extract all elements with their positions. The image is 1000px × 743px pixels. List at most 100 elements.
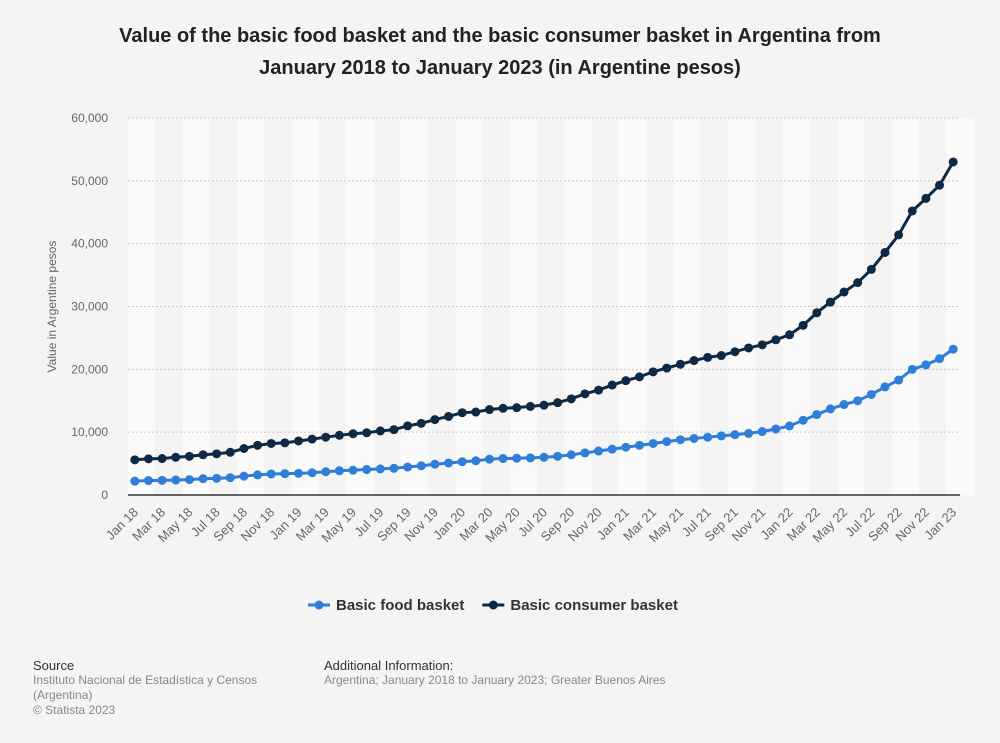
point xyxy=(280,438,290,448)
point xyxy=(334,466,344,476)
point xyxy=(416,461,426,471)
point xyxy=(566,450,576,460)
y-tick-label: 20,000 xyxy=(71,362,108,376)
point xyxy=(866,264,876,274)
point xyxy=(894,230,904,240)
point xyxy=(771,424,781,434)
point xyxy=(880,247,890,257)
point xyxy=(744,428,754,438)
point xyxy=(171,475,181,485)
point xyxy=(648,367,658,377)
point xyxy=(539,452,549,462)
point xyxy=(948,344,958,354)
point xyxy=(389,425,399,435)
point xyxy=(689,433,699,443)
point xyxy=(416,418,426,428)
point xyxy=(716,431,726,441)
point xyxy=(143,454,153,464)
point xyxy=(157,475,167,485)
chart-title: Value of the basic food basket and the b… xyxy=(119,25,881,79)
point xyxy=(907,206,917,216)
point xyxy=(539,400,549,410)
point xyxy=(880,382,890,392)
point xyxy=(212,473,222,483)
point xyxy=(580,389,590,399)
point xyxy=(553,451,563,461)
point xyxy=(921,193,931,203)
point xyxy=(471,456,481,466)
point xyxy=(430,415,440,425)
y-tick-label: 60,000 xyxy=(71,111,108,125)
point xyxy=(430,459,440,469)
point xyxy=(484,454,494,464)
info-text: Argentina; January 2018 to January 2023;… xyxy=(324,673,666,687)
point xyxy=(853,278,863,288)
point xyxy=(607,444,617,454)
point xyxy=(184,451,194,461)
point xyxy=(935,354,945,364)
point xyxy=(703,352,713,362)
point xyxy=(812,410,822,420)
point xyxy=(580,448,590,458)
point xyxy=(498,454,508,464)
point xyxy=(484,405,494,415)
point xyxy=(253,440,263,450)
point xyxy=(130,455,140,465)
point xyxy=(785,330,795,340)
point xyxy=(293,436,303,446)
point xyxy=(362,428,372,438)
legend-marker xyxy=(314,600,324,610)
point xyxy=(457,457,467,467)
point xyxy=(348,429,358,439)
point xyxy=(894,375,904,385)
point xyxy=(225,473,235,483)
point xyxy=(375,426,385,436)
legend-label: Basic consumer basket xyxy=(510,597,678,614)
legend-marker xyxy=(488,600,498,610)
point xyxy=(280,469,290,479)
point xyxy=(566,394,576,404)
source-line: © Statista 2023 xyxy=(33,703,116,717)
point xyxy=(403,421,413,431)
point xyxy=(675,359,685,369)
point xyxy=(703,432,713,442)
y-tick-label: 40,000 xyxy=(71,237,108,251)
point xyxy=(853,396,863,406)
point xyxy=(716,351,726,361)
point xyxy=(239,444,249,454)
point xyxy=(498,403,508,413)
point xyxy=(771,335,781,345)
point xyxy=(839,400,849,410)
point xyxy=(621,376,631,386)
stripe xyxy=(946,118,974,495)
source: Source Instituto Nacional de Estadística… xyxy=(33,658,283,718)
point xyxy=(171,452,181,462)
point xyxy=(212,449,222,459)
point xyxy=(525,401,535,411)
y-tick-label: 30,000 xyxy=(71,300,108,314)
point xyxy=(389,463,399,473)
point xyxy=(594,385,604,395)
point xyxy=(757,340,767,350)
info-heading: Additional Information: xyxy=(324,658,454,673)
point xyxy=(471,407,481,417)
point xyxy=(594,446,604,456)
source-heading: Source xyxy=(33,658,75,673)
point xyxy=(662,437,672,447)
point xyxy=(825,404,835,414)
point xyxy=(143,476,153,486)
point xyxy=(525,453,535,463)
point xyxy=(798,320,808,330)
chart: 0 10,000 20,000 30,000 40,000 50,000 60,000 Val… xyxy=(45,111,974,614)
point xyxy=(948,157,958,167)
y-tick-label: 50,000 xyxy=(71,174,108,188)
point xyxy=(907,364,917,374)
point xyxy=(266,469,276,479)
point xyxy=(266,438,276,448)
point xyxy=(130,476,140,486)
point xyxy=(757,427,767,437)
point xyxy=(293,468,303,478)
legend-label: Basic food basket xyxy=(336,597,464,614)
point xyxy=(634,440,644,450)
